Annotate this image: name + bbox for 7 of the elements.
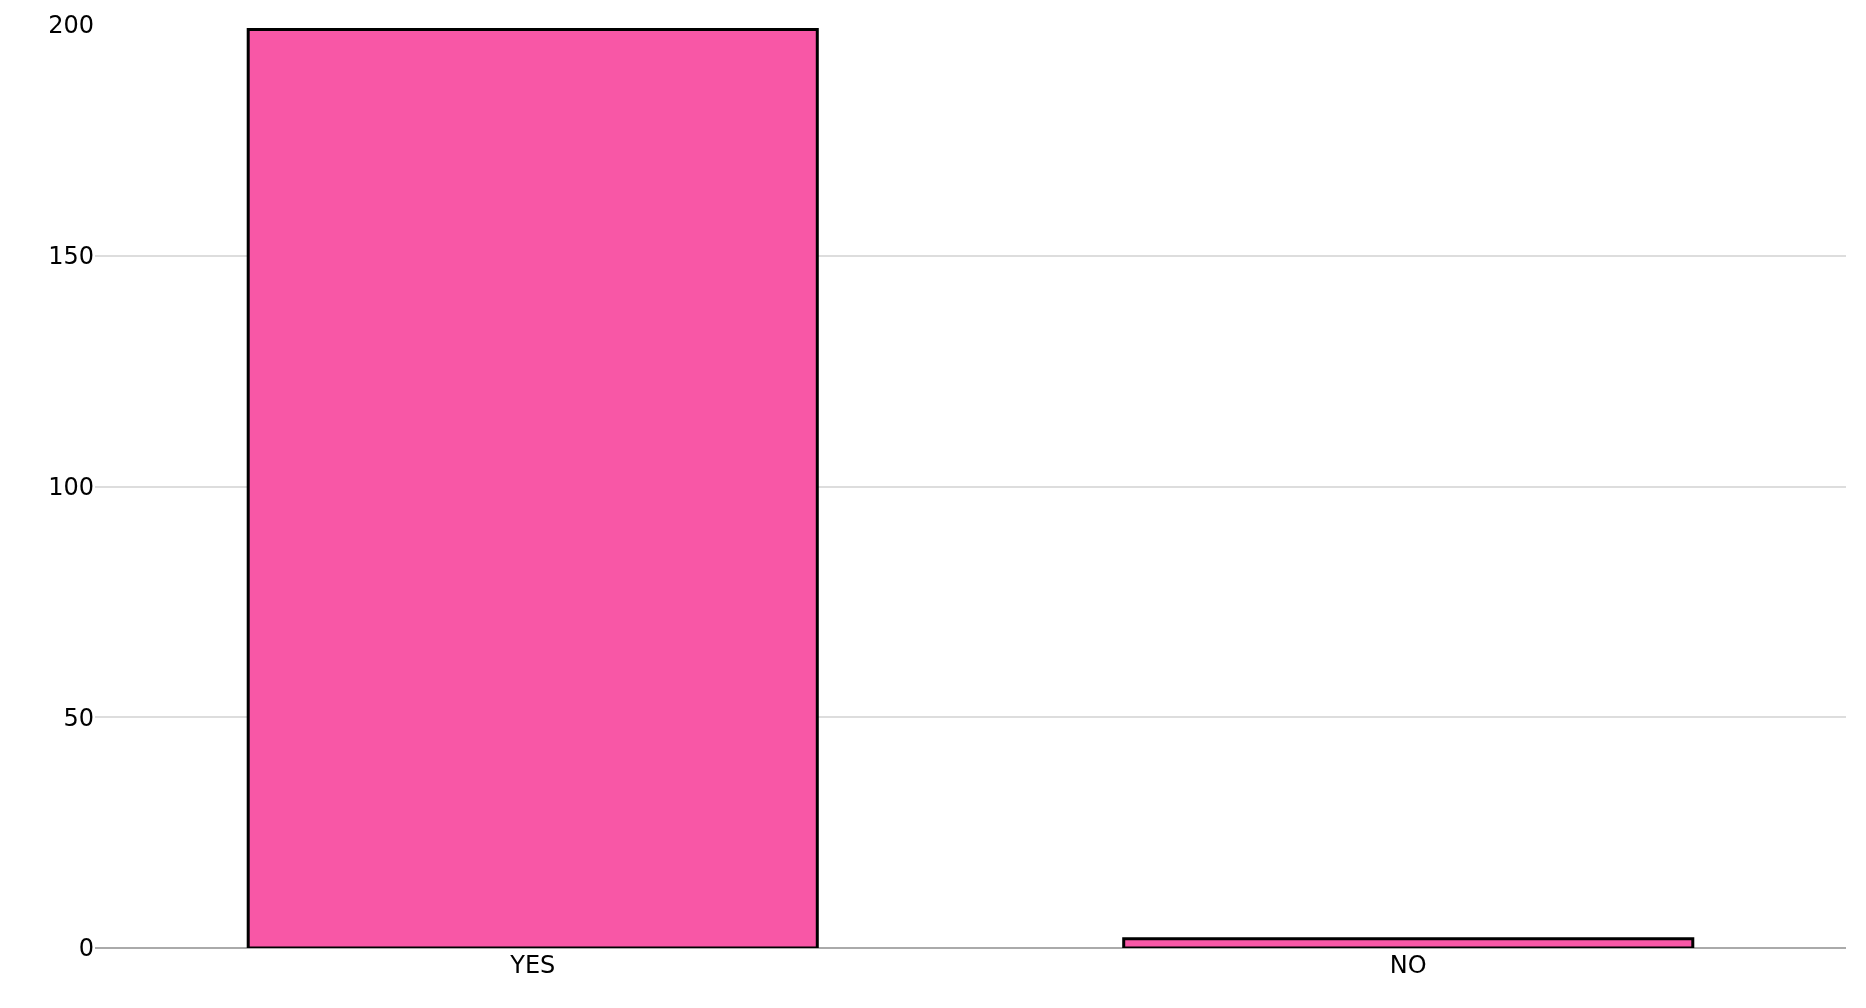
y-tick-label: 50 (63, 703, 94, 732)
y-tick-label: 200 (48, 11, 94, 40)
y-tick-label: 0 (78, 934, 94, 963)
y-tick-label: 100 (48, 472, 94, 501)
x-tick-label: NO (1389, 951, 1427, 979)
x-tick-label: YES (509, 951, 556, 979)
y-tick-label: 150 (48, 242, 94, 271)
